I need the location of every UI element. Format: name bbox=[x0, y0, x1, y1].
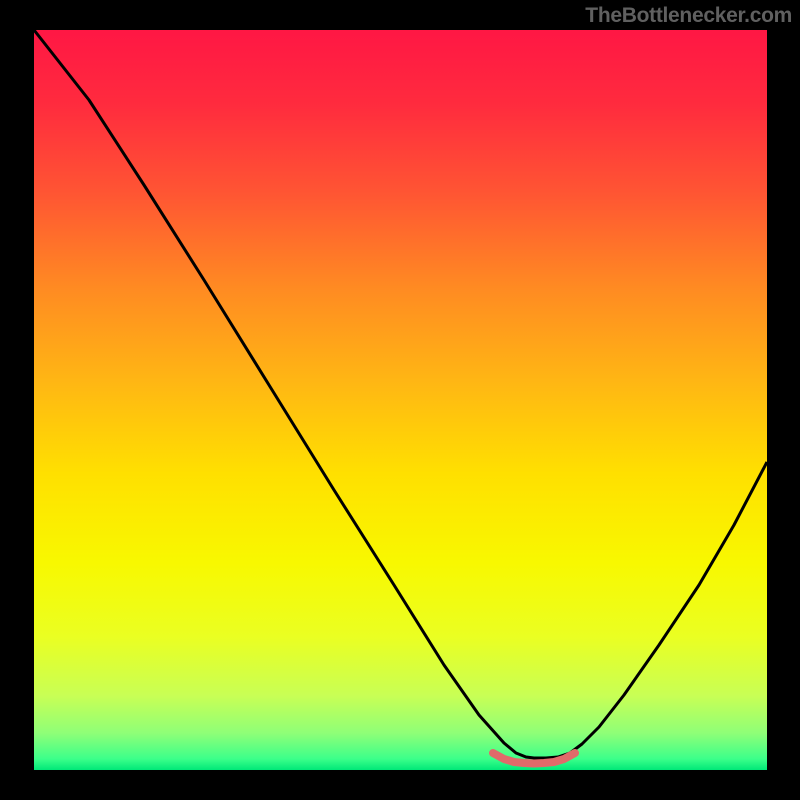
plot-area bbox=[34, 30, 767, 770]
watermark-text: TheBottlenecker.com bbox=[585, 4, 792, 28]
chart-container: TheBottlenecker.com bbox=[0, 0, 800, 800]
bottleneck-curve bbox=[34, 30, 767, 758]
curve-layer bbox=[34, 30, 767, 770]
